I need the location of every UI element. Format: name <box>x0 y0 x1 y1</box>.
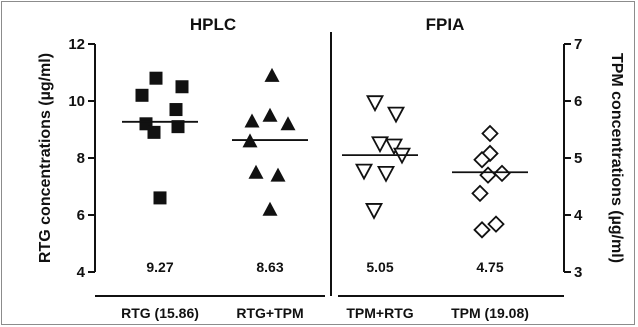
category-label: RTG+TPM <box>236 305 303 321</box>
data-point-triangle-down <box>376 165 396 183</box>
data-point-triangle-up <box>262 201 278 216</box>
mean-value-label: 9.27 <box>146 259 173 275</box>
data-point-triangle-up <box>262 107 278 122</box>
data-point-square <box>153 191 167 205</box>
left-tick-label: 8 <box>77 150 85 167</box>
mean-value-label: 4.75 <box>476 259 503 275</box>
left-axis-title: RTG concentrations (µg/ml) <box>37 53 54 263</box>
data-point-triangle-up <box>244 113 260 128</box>
right-tick-label: 6 <box>574 93 582 110</box>
data-point-square <box>169 103 183 117</box>
data-point-triangle-down <box>364 203 384 220</box>
data-point-triangle-up <box>280 116 296 131</box>
right-tick-label: 5 <box>574 150 582 167</box>
data-point-square <box>147 125 161 139</box>
data-point-triangle-up <box>248 164 264 179</box>
right-tick-label: 7 <box>574 36 582 53</box>
left-tick-label: 12 <box>68 36 85 53</box>
data-point-triangle-up <box>264 67 280 82</box>
left-tick-label: 10 <box>68 93 85 110</box>
data-point-diamond <box>481 124 499 143</box>
data-point-square <box>149 71 163 85</box>
data-point-diamond <box>487 215 505 233</box>
data-point-triangle-down <box>386 106 406 124</box>
data-point-triangle-down <box>354 163 374 181</box>
right-axis-title: TPM concentrations (µg/ml) <box>608 53 625 263</box>
data-point-triangle-down <box>370 136 390 154</box>
data-point-square <box>175 80 189 94</box>
data-point-triangle-down <box>384 138 404 156</box>
data-point-triangle-up <box>270 167 286 182</box>
data-point-square <box>171 120 185 134</box>
left-tick-label: 4 <box>77 264 86 281</box>
mean-value-label: 5.05 <box>366 259 393 275</box>
right-tick-label: 4 <box>574 207 583 224</box>
panel-title-fpia: FPIA <box>426 15 465 34</box>
x-axis: RTG (15.86) RTG+TPM TPM+RTG TPM (19.08) <box>95 295 564 321</box>
left-tick-label: 6 <box>77 207 85 224</box>
data-point-diamond <box>471 184 489 203</box>
data-point-diamond <box>479 166 497 184</box>
data-point-triangle-down <box>365 95 385 113</box>
plot-area: 9.27 8.63 5.05 4.75 <box>122 67 528 275</box>
data-point-diamond <box>473 150 491 169</box>
panel-title-hplc: HPLC <box>190 15 236 34</box>
category-label: TPM (19.08) <box>451 305 529 321</box>
category-label: RTG (15.86) <box>121 305 199 321</box>
category-label: TPM+RTG <box>346 305 413 321</box>
right-tick-label: 3 <box>574 264 582 281</box>
data-point-diamond <box>493 164 511 183</box>
data-point-diamond <box>473 221 491 239</box>
right-y-axis: 3 4 5 6 7 <box>563 36 583 281</box>
data-point-square <box>135 88 149 102</box>
mean-value-label: 8.63 <box>256 259 283 275</box>
left-y-axis: 4 6 8 10 12 <box>68 36 96 281</box>
